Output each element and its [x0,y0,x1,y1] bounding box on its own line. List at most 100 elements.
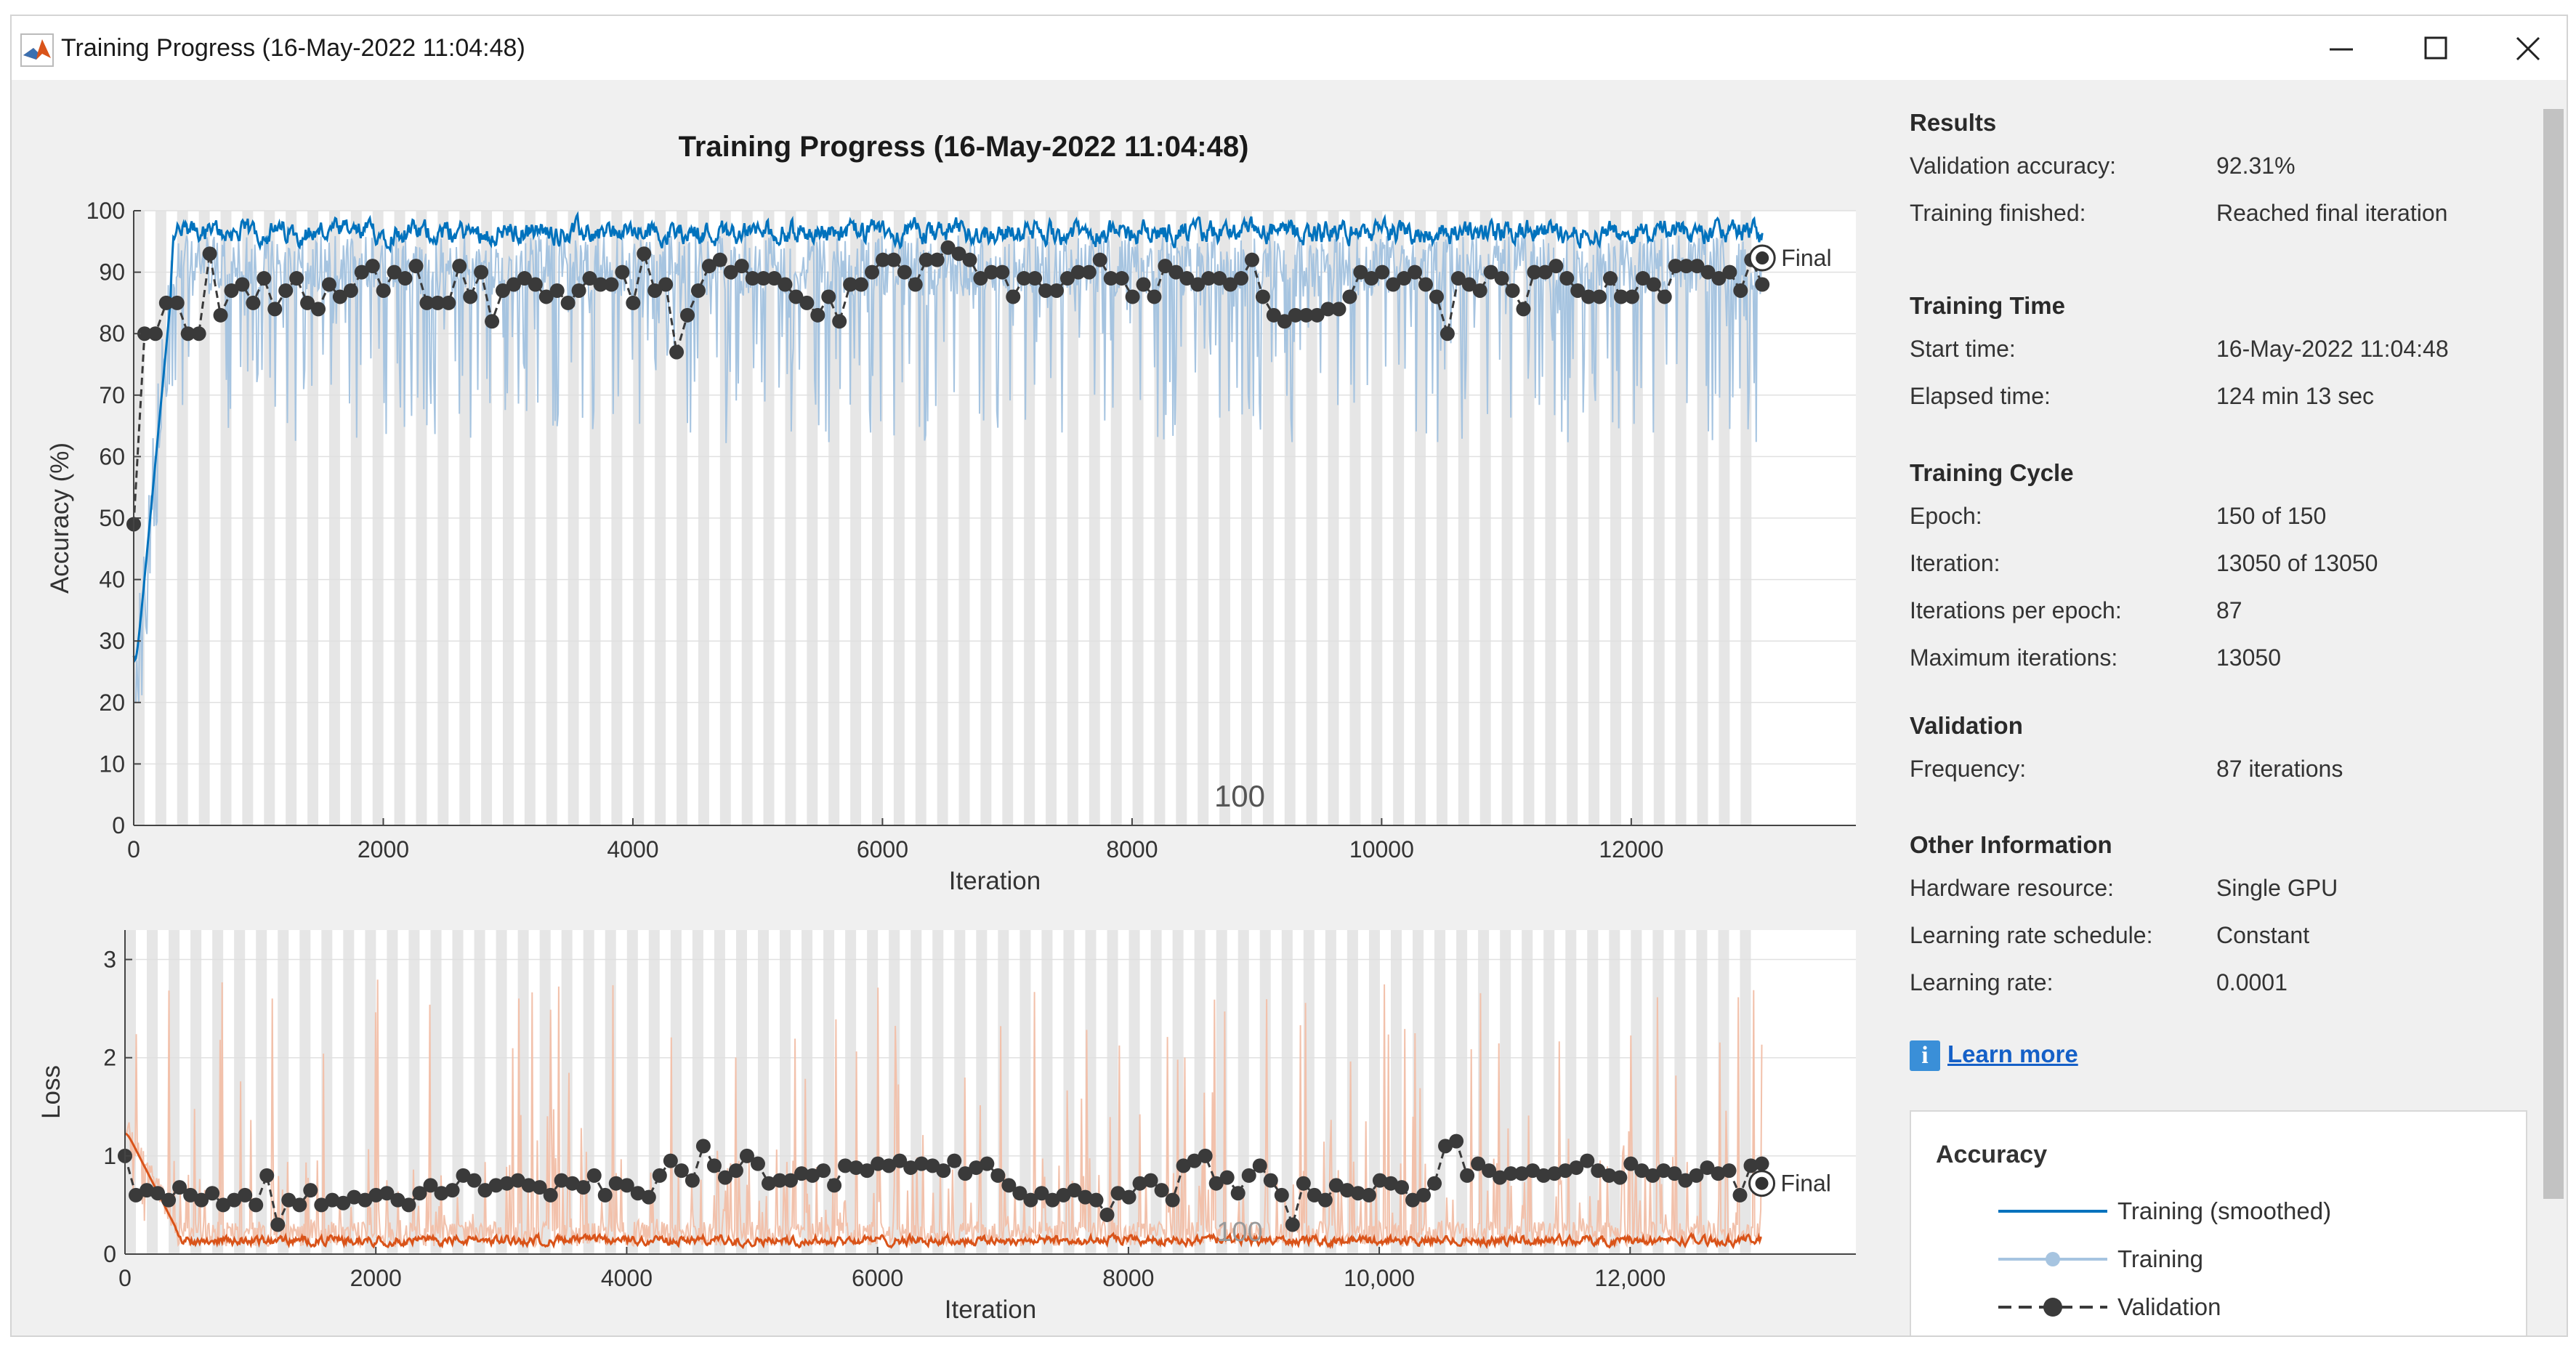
validation-point [528,277,543,292]
legend-item-validation: Validation [1998,1289,2507,1325]
epoch-band [408,930,420,1254]
validation-point [401,1197,416,1213]
info-value: Single GPU [2216,875,2338,901]
validation-point [300,295,315,310]
x-tick-label: 8000 [1102,1265,1154,1291]
x-tick-label: 0 [127,836,140,862]
validation-point [1017,271,1032,286]
validation-point [1429,289,1444,304]
validation-point [1721,1163,1737,1179]
validation-point [788,289,804,304]
validation-point [1700,264,1716,280]
validation-point [1331,302,1346,317]
validation-point [1450,271,1466,286]
info-key: Frequency: [1910,756,2027,782]
validation-point [467,1173,482,1188]
validation-point [1689,259,1705,274]
validation-point [1754,1156,1769,1171]
minimize-button[interactable] [2301,23,2381,74]
minimize-icon [2330,48,2353,51]
validation-point [379,1186,395,1201]
validation-point [969,1160,984,1176]
validation-point [1288,307,1303,323]
validation-point [485,314,500,329]
validation-point [412,1186,427,1201]
epoch-band [234,930,246,1254]
validation-point [647,283,663,298]
validation-point [434,1186,449,1201]
info-value: Reached final iteration [2216,200,2448,226]
validation-point [1059,271,1075,286]
scrollbar-thumb[interactable] [2543,109,2564,1199]
info-value: 0.0001 [2216,969,2288,995]
title-bar: Training Progress (16-May-2022 11:04:48) [12,16,2567,80]
validation-point [1397,271,1412,286]
validation-point [1187,1153,1202,1168]
validation-point [772,1173,788,1188]
validation-point [1299,307,1314,323]
validation-point [778,277,793,292]
validation-point [1092,252,1107,267]
validation-point [1070,264,1086,280]
vertical-scrollbar[interactable] [2537,80,2567,1335]
validation-point [332,289,347,304]
validation-point [1645,1168,1660,1183]
validation-point [1296,1176,1311,1191]
validation-point [1045,1192,1060,1208]
learn-more-link[interactable]: Learn more [1947,1040,2078,1067]
validation-point [1285,1217,1300,1232]
validation-point [799,295,815,310]
validation-point [1461,277,1477,292]
y-tick-label: 60 [99,443,125,469]
validation-point [1081,264,1097,280]
validation-point [303,1183,318,1198]
close-button[interactable] [2488,23,2567,74]
x-axis-label: Iteration [949,867,1041,895]
validation-point [1386,277,1401,292]
validation-point [1012,1186,1027,1201]
validation-point [150,1186,166,1201]
final-marker-dot [1756,251,1769,265]
x-tick-label: 8000 [1106,836,1158,862]
validation-point [1353,264,1368,280]
validation-point [354,264,369,280]
validation-point [962,252,977,267]
info-value: 92.31% [2216,153,2296,179]
validation-point [838,1158,853,1173]
legend-item-training: Training [1998,1241,2507,1277]
validation-point [1440,326,1455,341]
validation-point [1234,271,1249,286]
validation-point [582,271,597,286]
validation-point [1067,1183,1082,1198]
validation-point [1049,283,1065,298]
legend-panel: Accuracy Training (smoothed) Training Va… [1910,1110,2527,1335]
validation-point [137,326,152,341]
validation-point [496,283,511,298]
validation-point [1147,289,1162,304]
validation-point [593,277,608,292]
epoch-band [1325,930,1336,1254]
section-heading-training-cycle: Training Cycle [1910,459,2074,486]
info-value: 13050 [2216,644,2281,671]
validation-point [1328,1178,1344,1193]
validation-point [1438,1139,1453,1154]
validation-point [1176,1158,1191,1173]
info-key: Iteration: [1910,550,2000,576]
validation-point [358,1192,373,1208]
epoch-number-label: 100 [1214,779,1265,813]
legend-label: Training [2117,1245,2203,1272]
validation-point [311,302,326,317]
validation-point [706,1158,722,1173]
epoch-band [169,930,180,1254]
legend-label: Training (smoothed) [2117,1197,2332,1224]
maximize-button[interactable] [2395,23,2475,74]
validation-point [1416,1187,1432,1203]
validation-point [543,1187,558,1203]
validation-point [750,1156,765,1171]
info-key: Elapsed time: [1910,383,2051,409]
validation-point [990,1168,1006,1183]
validation-point [1602,1168,1617,1183]
x-tick-label: 12000 [1599,836,1663,862]
validation-point [1634,1163,1650,1179]
x-tick-label: 12,000 [1594,1265,1665,1291]
